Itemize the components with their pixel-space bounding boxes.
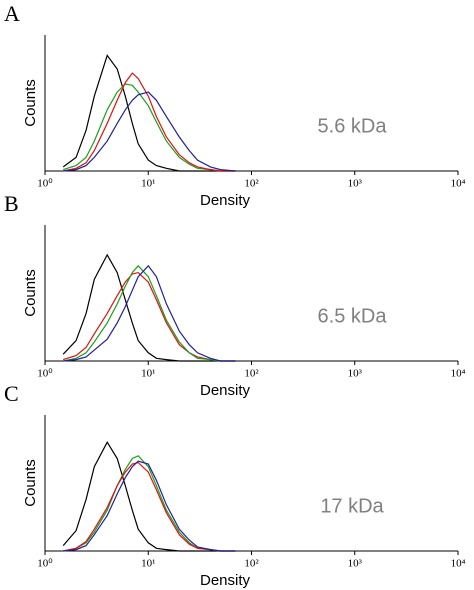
x-axis-label: Density xyxy=(200,192,251,209)
y-axis-label: Counts xyxy=(22,269,39,317)
histogram-line xyxy=(63,91,236,172)
histogram-line xyxy=(63,264,236,362)
x-tick-label: 10¹ xyxy=(141,558,155,570)
histogram-line xyxy=(62,54,236,172)
panel-label: C xyxy=(4,381,19,406)
annotation: 5.6 kDa xyxy=(318,115,388,137)
histogram-line xyxy=(63,83,236,172)
panel-label: A xyxy=(4,1,20,26)
histogram-line xyxy=(62,440,236,552)
x-tick-label: 10⁴ xyxy=(451,558,466,570)
y-axis-label: Counts xyxy=(22,459,39,507)
x-tick-label: 10² xyxy=(244,368,259,380)
x-tick-label: 10² xyxy=(244,178,259,190)
x-tick-label: 10⁰ xyxy=(37,558,53,570)
histogram-line xyxy=(63,72,236,172)
x-tick-label: 10⁰ xyxy=(37,368,53,380)
histogram-line xyxy=(62,253,236,362)
x-tick-label: 10⁴ xyxy=(451,368,466,380)
x-axis-label: Density xyxy=(200,572,251,589)
panel-label: B xyxy=(4,191,19,216)
histogram-line xyxy=(63,461,236,552)
x-axis-label: Density xyxy=(200,382,251,399)
histogram-line xyxy=(63,271,236,362)
annotation: 17 kDa xyxy=(320,495,384,517)
x-tick-label: 10³ xyxy=(348,368,363,380)
histogram-line xyxy=(63,460,236,552)
y-axis-label: Counts xyxy=(22,79,39,127)
x-tick-label: 10⁴ xyxy=(451,178,466,190)
x-tick-label: 10² xyxy=(244,558,259,570)
x-tick-label: 10¹ xyxy=(141,178,155,190)
x-tick-label: 10⁰ xyxy=(37,178,53,190)
annotation: 6.5 kDa xyxy=(318,305,388,327)
x-tick-label: 10¹ xyxy=(141,368,155,380)
histogram-line xyxy=(63,264,236,362)
x-tick-label: 10³ xyxy=(348,558,363,570)
x-tick-label: 10³ xyxy=(348,178,363,190)
